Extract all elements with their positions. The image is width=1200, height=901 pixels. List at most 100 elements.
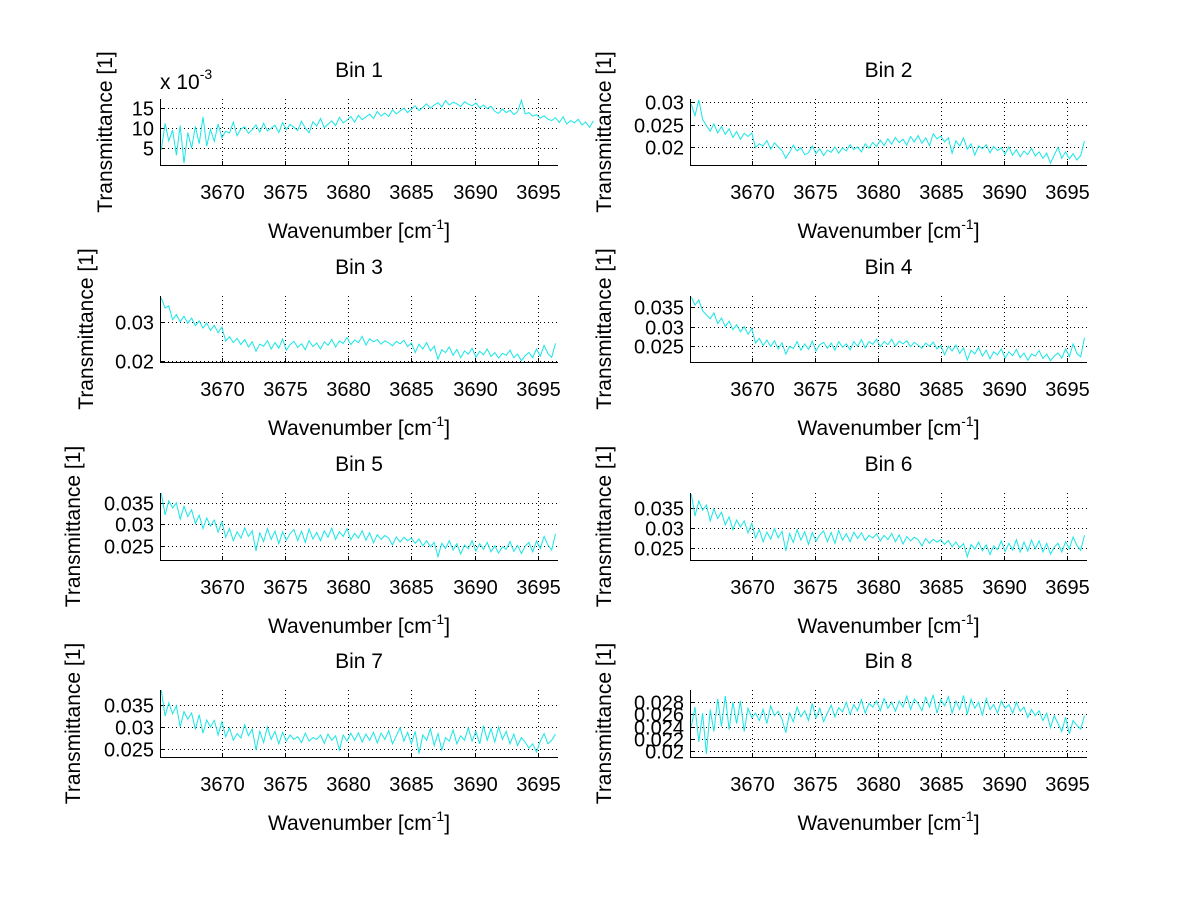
y-axis-label: Transmittance [1] [94,51,117,212]
x-tick-label: 3695 [516,577,561,599]
x-axis-label: Wavenumber [cm-1] [268,413,450,440]
y-tick-label: 5 [143,139,154,161]
subplot-bin-3: 3670 3675 3680 3685 3690 3695 0.02 0.03 Bin 3 Wav… [75,248,561,440]
x-tick-label: 3680 [856,182,901,204]
x-axis-label-end: ] [444,812,450,835]
x-axis-label-base: Wavenumber [cm [797,615,961,638]
x-tick-label: 3685 [919,379,964,401]
x-tick-label: 3670 [730,182,775,204]
subplot-title: Bin 6 [865,453,913,476]
x-tick-label: 3670 [200,182,245,204]
x-tick-label: 3680 [326,774,371,796]
subplot-title: Bin 3 [335,256,383,279]
y-tick-label: 0.035 [104,494,154,516]
x-axis-label: Wavenumber [cm-1] [268,216,450,243]
y-tick-label: 0.02 [645,742,684,764]
x-axis-label-base: Wavenumber [cm [268,812,432,835]
y-tick-label: 0.03 [645,93,684,115]
series-line-bin-6 [690,494,1085,559]
x-tick-label: 3685 [389,577,434,599]
y-tick-label: 0.03 [115,313,154,335]
y-tick-label: 0.02 [645,138,684,160]
x-axis-label-base: Wavenumber [cm [268,220,432,243]
x-axis-label-end: ] [444,220,450,243]
x-tick-label: 3685 [919,577,964,599]
x-axis-label-superscript: -1 [961,216,974,232]
y-tick-label: 0.026 [634,705,684,727]
x-axis-label-end: ] [444,615,450,638]
x-axis-label: Wavenumber [cm-1] [797,413,979,440]
y-tick-label: 10 [132,119,154,141]
x-tick-label: 3690 [982,774,1027,796]
y-tick-label: 0.02 [115,352,154,374]
x-tick-label: 3680 [326,379,371,401]
y-tick-label: 0.03 [645,519,684,541]
x-tick-label: 3670 [200,774,245,796]
subplot-title: Bin 5 [335,453,383,476]
y-tick-label: 0.024 [634,718,684,740]
y-tick-label: 0.03 [645,318,684,340]
series-line-bin-1 [160,98,594,164]
x-tick-label: 3680 [326,182,371,204]
x-axis-label-end: ] [974,417,980,440]
x-tick-label: 3685 [389,774,434,796]
y-axis-multiplier-base: x 10 [160,71,200,94]
x-tick-label: 3690 [982,577,1027,599]
x-tick-label: 3670 [200,577,245,599]
subplot-title: Bin 7 [335,650,383,673]
x-tick-label: 3695 [1045,182,1090,204]
y-tick-label: 0.025 [104,740,154,762]
y-tick-label: 0.025 [104,537,154,559]
y-tick-label: 0.035 [634,298,684,320]
x-tick-label: 3690 [453,774,498,796]
x-tick-label: 3695 [516,379,561,401]
x-tick-label: 3685 [389,182,434,204]
x-axis-label-superscript: -1 [432,611,445,627]
x-axis-label-base: Wavenumber [cm [268,417,432,440]
y-axis-label: Transmittance [1] [593,248,616,409]
series-line-bin-3 [160,297,556,362]
x-axis-label-superscript: -1 [432,413,445,429]
x-tick-label: 3670 [730,577,775,599]
x-axis-label-end: ] [974,812,980,835]
y-axis-multiplier: x 10-3 [160,66,212,94]
x-axis-label-superscript: -1 [432,808,445,824]
y-axis-multiplier-exponent: -3 [200,66,213,82]
y-tick-label: 0.035 [104,696,154,718]
x-tick-label: 3670 [730,379,775,401]
x-tick-label: 3685 [389,379,434,401]
y-tick-label: 0.025 [634,116,684,138]
x-axis-label-superscript: -1 [432,216,445,232]
series-line-bin-8 [690,694,1085,755]
y-tick-label: 0.025 [634,337,684,359]
x-axis-label-base: Wavenumber [cm [797,417,961,440]
series-line-bin-5 [160,493,556,559]
x-axis-label: Wavenumber [cm-1] [268,611,450,638]
x-axis-label-superscript: -1 [961,413,974,429]
x-tick-label: 3695 [1045,774,1090,796]
x-axis-label-end: ] [974,615,980,638]
x-tick-label: 3670 [730,774,775,796]
x-tick-label: 3690 [982,182,1027,204]
x-axis-label: Wavenumber [cm-1] [797,216,979,243]
x-tick-label: 3680 [856,774,901,796]
x-tick-label: 3695 [1045,577,1090,599]
x-axis-label-base: Wavenumber [cm [797,220,961,243]
y-tick-label: 0.03 [115,718,154,740]
x-axis-label-base: Wavenumber [cm [797,812,961,835]
series-line-bin-7 [160,690,556,754]
y-tick-label: 0.025 [634,539,684,561]
x-tick-label: 3675 [263,774,308,796]
x-tick-label: 3690 [982,379,1027,401]
x-axis-label-end: ] [444,417,450,440]
x-tick-label: 3675 [263,577,308,599]
subplot-title: Bin 1 [335,59,383,82]
y-axis-label: Transmittance [1] [593,643,616,804]
x-tick-label: 3675 [793,577,838,599]
